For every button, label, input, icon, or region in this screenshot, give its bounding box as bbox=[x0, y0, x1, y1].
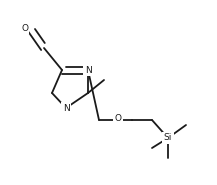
Text: O: O bbox=[115, 114, 122, 123]
Text: Si: Si bbox=[164, 134, 172, 142]
Text: N: N bbox=[85, 65, 91, 75]
Text: O: O bbox=[21, 23, 28, 33]
Text: N: N bbox=[63, 103, 69, 112]
